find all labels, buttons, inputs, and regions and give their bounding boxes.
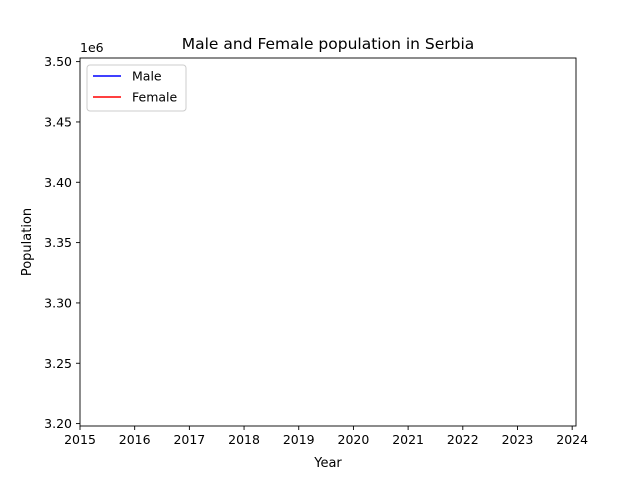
y-axis-label: Population bbox=[20, 208, 35, 276]
y-tick-label: 3.25 bbox=[44, 356, 72, 371]
x-tick-label: 2022 bbox=[447, 432, 479, 447]
y-tick-label: 3.45 bbox=[44, 114, 72, 129]
x-axis-label: Year bbox=[313, 456, 342, 471]
x-tick-label: 2017 bbox=[173, 432, 205, 447]
x-tick-label: 2023 bbox=[502, 432, 534, 447]
legend: Male Female bbox=[86, 64, 187, 112]
y-tick-label: 3.20 bbox=[44, 416, 72, 431]
y-tick-label: 3.35 bbox=[44, 235, 72, 250]
x-tick-label: 2021 bbox=[392, 432, 424, 447]
chart-title: Male and Female population in Serbia bbox=[182, 35, 475, 53]
x-tick-label: 2015 bbox=[64, 432, 96, 447]
x-axis-ticks: 2015 2016 2017 2018 2019 2020 2021 2022 2023 2024 bbox=[64, 426, 588, 447]
x-tick-label: 2019 bbox=[283, 432, 315, 447]
y-tick-label: 3.40 bbox=[44, 175, 72, 190]
x-tick-label: 2020 bbox=[338, 432, 370, 447]
y-tick-label: 3.50 bbox=[44, 54, 72, 69]
y-axis-ticks: 3.20 3.25 3.30 3.35 3.40 3.45 3.50 bbox=[44, 54, 80, 431]
legend-label-female: Female bbox=[132, 90, 178, 105]
y-axis-offset-label: 1e6 bbox=[80, 40, 104, 55]
x-tick-label: 2016 bbox=[119, 432, 151, 447]
y-tick-label: 3.30 bbox=[44, 295, 72, 310]
legend-label-male: Male bbox=[132, 69, 162, 84]
x-tick-label: 2024 bbox=[556, 432, 588, 447]
plot-frame bbox=[79, 57, 577, 427]
x-tick-label: 2018 bbox=[228, 432, 260, 447]
